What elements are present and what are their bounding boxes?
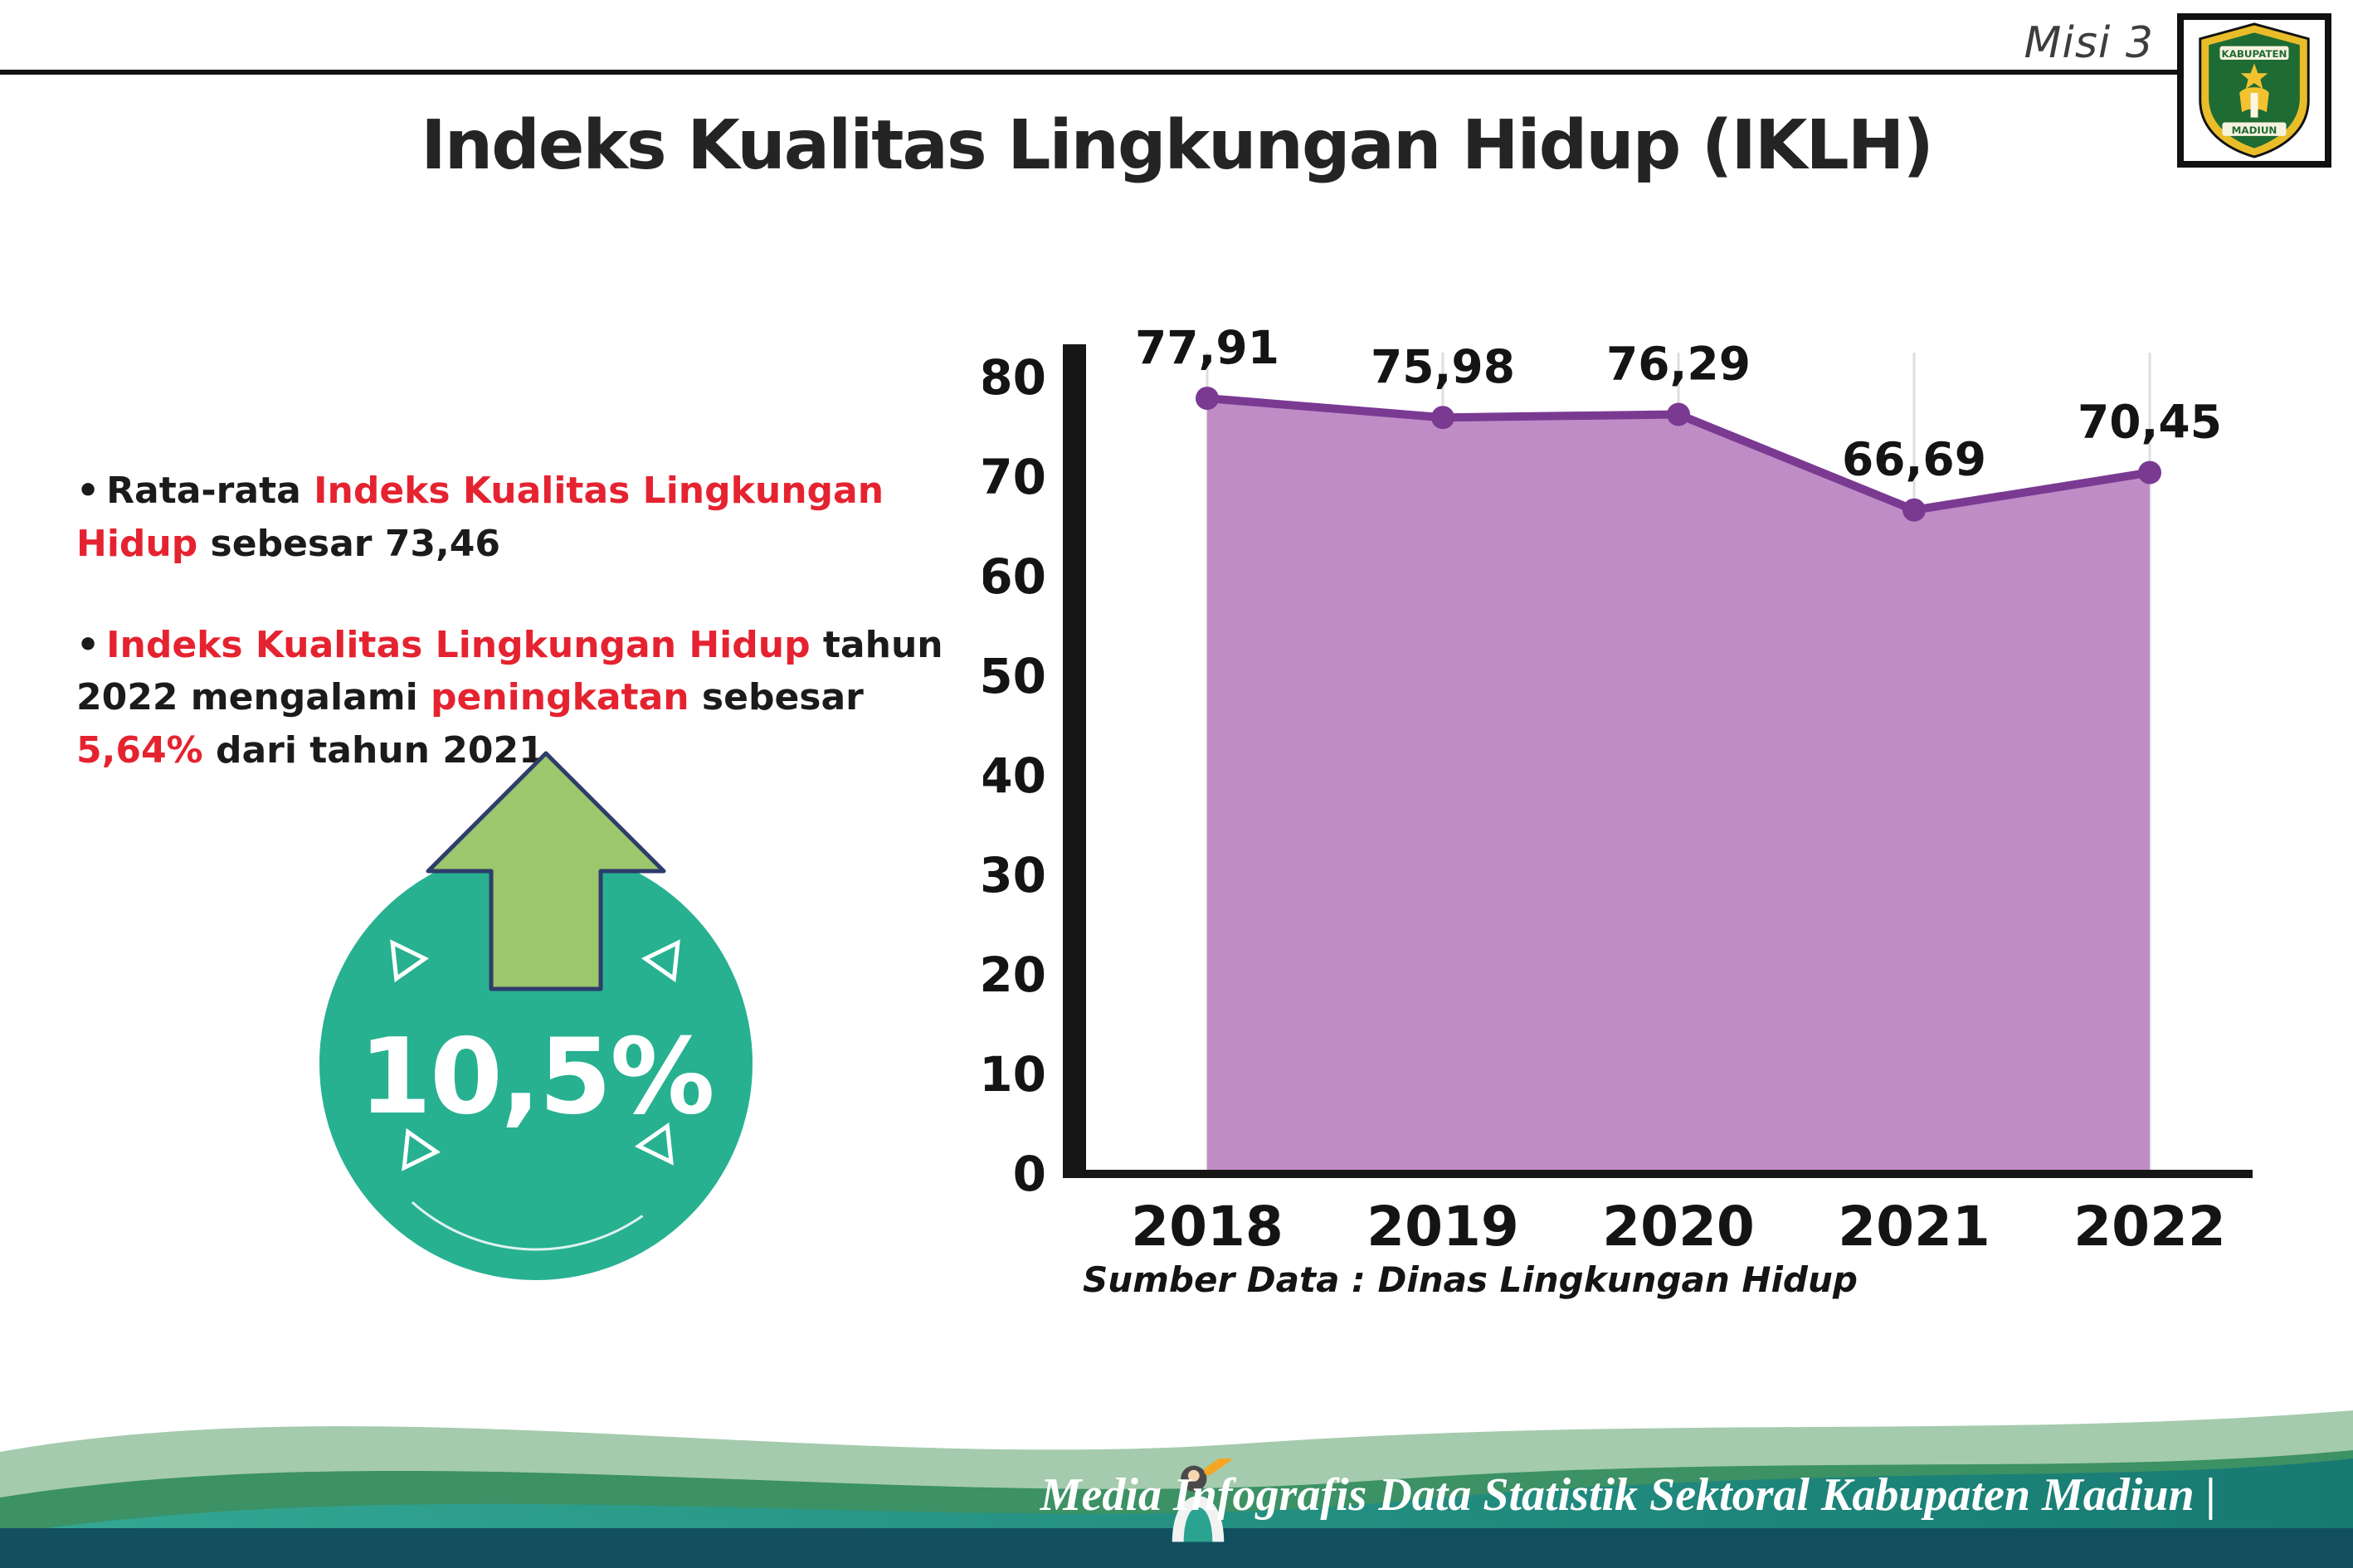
svg-text:10: 10 <box>983 1046 1046 1103</box>
svg-text:0: 0 <box>1013 1146 1046 1202</box>
svg-text:76,29: 76,29 <box>1606 338 1751 391</box>
bullet-text-segment: Indeks Kualitas Lingkungan Hidup <box>106 623 811 666</box>
svg-text:60: 60 <box>983 548 1046 605</box>
bullet-average-iklh: Rata-rata Indeks Kualitas Lingkungan Hid… <box>76 465 989 571</box>
bullet-text-segment: sebesar 73,46 <box>197 522 500 565</box>
svg-text:30: 30 <box>983 847 1046 903</box>
svg-text:20: 20 <box>983 947 1046 1003</box>
up-arrow-icon <box>426 751 666 991</box>
svg-text:2019: 2019 <box>1366 1195 1519 1259</box>
svg-text:40: 40 <box>983 747 1046 804</box>
kabupaten-madiun-crest-icon: KABUPATEN MADIUN <box>2199 22 2310 158</box>
iklh-chart-area: 77,91 75,98 76,29 66,69 70,45 0 10 20 30 40 50 60 70… <box>979 295 2311 1373</box>
bullet-text-segment: sebesar <box>689 676 864 719</box>
badge-value: 10,5% <box>358 1015 714 1137</box>
svg-text:70: 70 <box>983 449 1046 505</box>
svg-text:2022: 2022 <box>2073 1195 2226 1259</box>
bullet-text-segment: peningkatan <box>431 676 689 719</box>
header-rule <box>0 70 2180 75</box>
kabupaten-madiun-logo: KABUPATEN MADIUN <box>2177 13 2331 168</box>
svg-text:66,69: 66,69 <box>1842 433 1986 486</box>
iklh-area-chart: 77,91 75,98 76,29 66,69 70,45 0 10 20 30 40 50 60 70… <box>979 321 2253 1259</box>
page-title: Indeks Kualitas Lingkungan Hidup (IKLH) <box>421 106 1934 185</box>
svg-text:MADIUN: MADIUN <box>2232 124 2277 136</box>
footer-credit: Media Infografis Data Statistik Sektoral… <box>1040 1469 2216 1521</box>
bullet-increase-2022: Indeks Kualitas Lingkungan Hidup tahun 2… <box>76 619 989 777</box>
svg-text:70,45: 70,45 <box>2078 396 2222 449</box>
svg-text:77,91: 77,91 <box>1135 321 1279 374</box>
key-points: Rata-rata Indeks Kualitas Lingkungan Hid… <box>76 465 989 825</box>
bullet-text-segment: Rata-rata <box>106 470 314 512</box>
svg-text:2021: 2021 <box>1838 1195 1990 1259</box>
svg-text:80: 80 <box>983 349 1046 406</box>
footer-waves <box>0 1410 2353 1568</box>
svg-text:2020: 2020 <box>1602 1195 1755 1259</box>
bullet-text-segment: dari tahun 2021 <box>202 729 544 772</box>
svg-text:50: 50 <box>983 648 1046 704</box>
svg-text:KABUPATEN: KABUPATEN <box>2222 48 2287 60</box>
misi-label: Misi 3 <box>2024 18 2154 68</box>
chart-source: Sumber Data : Dinas Lingkungan Hidup <box>1083 1259 1858 1300</box>
svg-text:2018: 2018 <box>1131 1195 1284 1259</box>
bullet-text-segment: tahun 2022 mengalami <box>76 623 943 719</box>
bullet-text-segment: 5,64% <box>76 729 203 772</box>
bullet-text-segment: Indeks Kualitas Lingkungan Hidup <box>76 470 884 565</box>
svg-text:75,98: 75,98 <box>1371 340 1515 393</box>
mascot-icon <box>1172 1458 1232 1542</box>
